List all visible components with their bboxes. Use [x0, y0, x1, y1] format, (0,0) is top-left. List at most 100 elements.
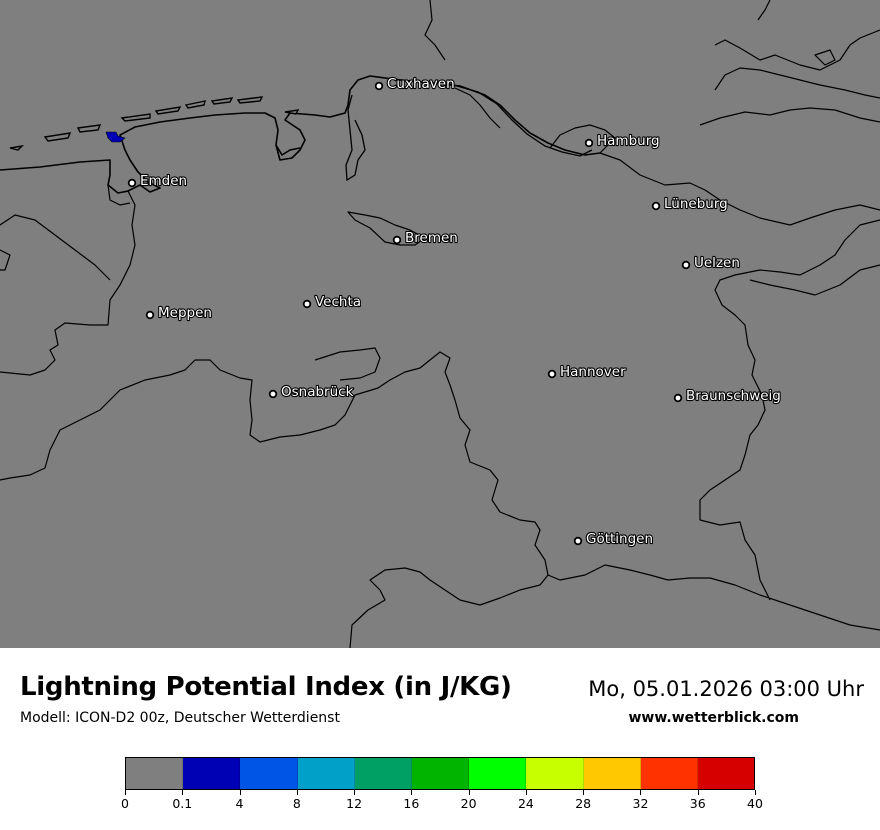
city-marker-vechta: Vechta: [302, 293, 362, 311]
legend-tick-label: 16: [403, 796, 420, 811]
elbe-river: [384, 77, 593, 157]
legend-tick-mark: [182, 790, 184, 795]
city-marker-lueneburg: Lüneburg: [651, 195, 729, 213]
legend-swatch-8: [583, 758, 641, 789]
weser-river: [345, 94, 366, 182]
northeast-border-3: [699, 107, 880, 126]
island: [154, 106, 182, 115]
city-marker-goettingen: Göttingen: [573, 530, 654, 548]
city-label-hannover: Hannover: [560, 364, 626, 380]
city-marker-meppen: Meppen: [145, 304, 213, 322]
color-legend: [125, 757, 755, 790]
map-title: Lightning Potential Index (in J/KG): [20, 672, 512, 702]
legend-swatch-5: [411, 758, 470, 789]
northeast-border-2: [714, 67, 880, 99]
legend-ticks: 0 0.1 4 8 12 16 20 24 28 32 36 40: [121, 790, 763, 820]
osnabrueck-border: [314, 347, 381, 381]
northeast-border: [714, 29, 880, 71]
city-label-hamburg: Hamburg: [597, 133, 660, 149]
island: [236, 96, 264, 104]
city-label-lueneburg: Lüneburg: [664, 196, 728, 212]
city-marker-uelzen: Uelzen: [681, 254, 741, 272]
state-border-west: [0, 214, 111, 281]
island: [120, 113, 151, 122]
legend-tick-label: 8: [292, 796, 301, 811]
legend-tick-label: 28: [575, 796, 592, 811]
legend-tick-label: 36: [689, 796, 706, 811]
island: [43, 132, 72, 142]
legend-tick-mark: [354, 790, 356, 795]
city-marker-bremen: Bremen: [392, 229, 459, 247]
thuringia-border: [699, 519, 771, 601]
city-label-osnabrueck: Osnabrück: [281, 384, 354, 400]
legend-swatch-1: [183, 758, 241, 789]
legend-tick-label: 0.1: [172, 796, 193, 811]
legend-tick-label: 40: [747, 796, 763, 811]
legend-tick-label: 20: [460, 796, 477, 811]
legend-swatch-6: [469, 758, 527, 789]
east-border: [749, 264, 880, 296]
city-label-emden: Emden: [140, 173, 187, 189]
legend-swatch-3: [297, 758, 355, 789]
map-canvas: Cuxhaven Hamburg Emden Lüneburg Bremen Uelzen…: [0, 0, 880, 648]
island: [9, 144, 25, 151]
legend-tick-mark: [755, 790, 756, 795]
nl-de-border: [0, 190, 136, 376]
city-label-meppen: Meppen: [158, 305, 212, 321]
south-border-2: [349, 567, 549, 648]
legend-tick-mark: [697, 790, 699, 795]
forecast-datetime: Mo, 05.01.2026 03:00 Uhr: [588, 677, 864, 701]
coastline: [0, 75, 601, 194]
state-border-west-2: [0, 249, 11, 271]
northeast-island: [814, 49, 836, 66]
city-marker-braunschweig: Braunschweig: [673, 387, 782, 405]
city-label-braunschweig: Braunschweig: [686, 388, 781, 404]
city-marker-cuxhaven: Cuxhaven: [374, 75, 456, 93]
legend-tick-label: 0: [121, 796, 129, 811]
legend-tick-mark: [583, 790, 585, 795]
bremen-border: [347, 211, 426, 246]
lpi-highlight: [105, 131, 126, 143]
legend-tick-mark: [125, 790, 126, 795]
legend-tick-label: 32: [632, 796, 649, 811]
island: [76, 124, 102, 133]
nrw-border: [0, 351, 549, 576]
south-border: [547, 564, 880, 631]
city-label-cuxhaven: Cuxhaven: [387, 76, 455, 92]
legend-tick-mark: [640, 790, 642, 795]
jade-bay: [275, 144, 301, 156]
cuxhaven-border: [424, 0, 446, 61]
city-marker-hamburg: Hamburg: [584, 132, 661, 150]
legend-tick-mark: [468, 790, 470, 795]
legend-swatch-2: [240, 758, 298, 789]
northeast-border-4: [757, 0, 771, 21]
city-label-goettingen: Göttingen: [586, 531, 653, 547]
city-marker-hannover: Hannover: [547, 363, 627, 381]
island: [284, 109, 300, 115]
legend-tick-label: 24: [517, 796, 534, 811]
legend-tick-mark: [296, 790, 298, 795]
weather-map: Cuxhaven Hamburg Emden Lüneburg Bremen Uelzen…: [0, 0, 880, 648]
hamburg-border: [454, 87, 501, 129]
island: [184, 100, 206, 109]
legend-swatch-10: [697, 758, 755, 789]
website-link[interactable]: www.wetterblick.com: [628, 710, 800, 726]
model-subtitle: Modell: ICON-D2 00z, Deutscher Wetterdie…: [20, 710, 340, 726]
dollart-border: [107, 184, 131, 206]
mecklenburg-border: [599, 152, 880, 226]
legend-swatch-7: [526, 758, 584, 789]
city-marker-osnabrueck: Osnabrück: [268, 383, 355, 401]
city-marker-emden: Emden: [127, 172, 188, 190]
legend-swatch-4: [354, 758, 412, 789]
cities-layer: Cuxhaven Hamburg Emden Lüneburg Bremen Uelzen…: [127, 75, 782, 548]
legend-tick-mark: [525, 790, 527, 795]
city-label-uelzen: Uelzen: [694, 255, 740, 271]
sachsen-anhalt-border: [699, 219, 880, 520]
city-label-bremen: Bremen: [405, 230, 458, 246]
legend-tick-mark: [239, 790, 241, 795]
legend-swatch-9: [640, 758, 698, 789]
city-label-vechta: Vechta: [315, 294, 361, 310]
legend-tick-mark: [411, 790, 413, 795]
legend-swatch-0: [126, 758, 184, 789]
sh-border: [549, 124, 616, 154]
